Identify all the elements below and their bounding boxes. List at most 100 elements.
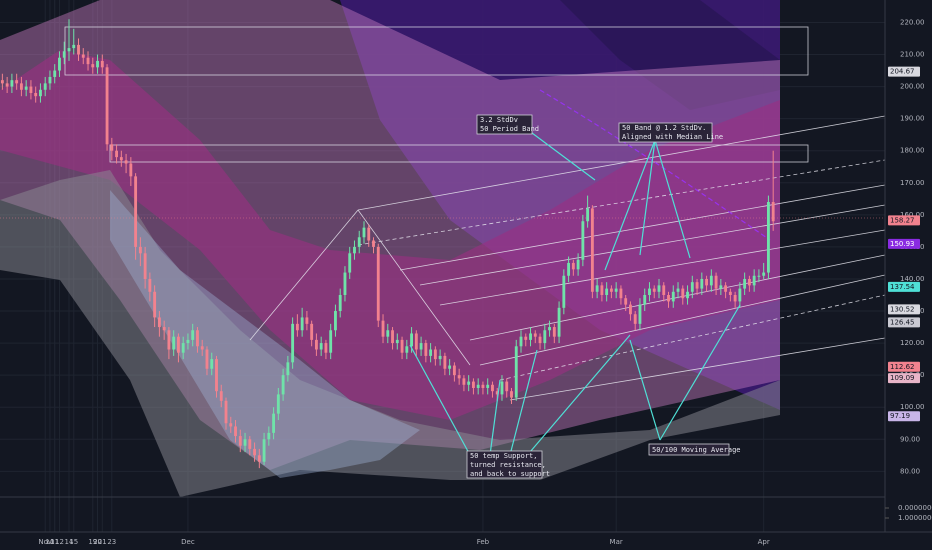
arrow — [654, 139, 691, 259]
candle-body — [96, 60, 99, 68]
candle-body — [676, 288, 680, 292]
candle-body — [529, 333, 532, 340]
candle-body — [557, 307, 561, 337]
x-tick-label: 20 — [93, 538, 102, 546]
candle-body — [652, 288, 656, 292]
price-label-box — [888, 317, 920, 328]
candle-body — [681, 288, 685, 299]
candle-body — [29, 86, 33, 93]
y-tick-label: 190.00 — [900, 115, 925, 123]
arrows — [409, 129, 741, 456]
candle-body — [181, 343, 185, 353]
price-label-box — [888, 281, 920, 292]
arrow — [629, 339, 661, 441]
candle-body — [367, 227, 371, 241]
price-label: 112.62 — [890, 363, 915, 371]
candle-body — [519, 336, 523, 347]
candle-body — [581, 221, 585, 260]
x-tick-label: Nov — [38, 538, 52, 546]
channel-line — [419, 204, 886, 286]
candle-body — [638, 304, 642, 324]
candle-body — [314, 339, 318, 350]
candle-body — [491, 384, 494, 392]
bands — [0, 0, 780, 497]
candle-body — [262, 439, 266, 462]
arrow — [409, 344, 471, 456]
candle-body — [134, 176, 138, 247]
candle-body — [15, 80, 19, 84]
annotation: 50 Period Band — [480, 125, 539, 133]
candle-body — [495, 391, 499, 395]
candle-body — [472, 381, 475, 388]
x-tick-label: 11 — [50, 538, 59, 546]
candle-body — [210, 359, 214, 369]
candle-body — [500, 381, 504, 395]
candle-body — [34, 92, 38, 97]
candle-body — [624, 298, 628, 305]
channel-line — [357, 209, 471, 366]
annotation-box — [466, 450, 543, 479]
candle-body — [514, 346, 518, 398]
candle-body — [424, 343, 428, 356]
annotations: 3.2 StdDv 50 Period Band 50 Band @ 1.2 S… — [466, 114, 741, 479]
candle-body — [200, 346, 204, 350]
arrow — [529, 334, 631, 453]
candle-body — [67, 48, 71, 52]
price-label: 109.09 — [890, 374, 915, 382]
channel-line — [357, 115, 886, 211]
candle-body — [486, 384, 490, 388]
candle-body — [110, 144, 114, 151]
price-label-box — [888, 215, 920, 226]
candle-body — [291, 323, 295, 363]
candle-body — [633, 314, 637, 324]
candle-body — [747, 278, 751, 286]
candle-body — [571, 262, 575, 270]
candle-body — [243, 439, 247, 446]
y-tick-label: 140.00 — [900, 275, 925, 283]
candle-body — [157, 317, 161, 328]
candle-body — [286, 362, 290, 376]
x-tick-label: 19 — [88, 538, 97, 546]
candle-body — [457, 375, 461, 379]
price-label-box — [888, 361, 920, 372]
candle-body — [609, 288, 613, 292]
candle-body — [162, 327, 166, 331]
candle-body — [743, 278, 747, 289]
x-tick-label: 23 — [107, 538, 116, 546]
candle-body — [229, 423, 233, 427]
candle-body — [353, 246, 356, 254]
candle-body — [324, 343, 328, 353]
arrow — [527, 129, 596, 181]
candle-body — [452, 365, 456, 376]
annotation: and back to support — [470, 470, 550, 478]
candle-body — [381, 320, 385, 337]
price-label: 204.67 — [890, 68, 915, 76]
annotation: Aligned with Median Line — [622, 133, 723, 141]
annotation: 3.2 StdDv — [480, 116, 518, 124]
candle-body — [438, 355, 442, 360]
candle-body — [100, 60, 104, 68]
candle-body — [600, 285, 604, 295]
candle-body — [414, 333, 418, 350]
candle-body — [643, 294, 647, 305]
candle-body — [58, 57, 61, 71]
candle-body — [543, 330, 547, 344]
y-tick-label: 90.00 — [900, 435, 920, 443]
price-label-box — [888, 304, 920, 315]
x-tick-label: Dec — [181, 538, 195, 546]
candle-body — [362, 227, 366, 238]
candle-body — [709, 275, 713, 286]
x-tick-label: 14 — [65, 538, 74, 546]
channel-line — [249, 209, 359, 341]
x-tick-label: Feb — [477, 538, 490, 546]
candle-body — [433, 349, 437, 360]
candle-body — [19, 83, 23, 90]
channel-line — [509, 337, 886, 401]
band — [0, 50, 780, 420]
candle-body — [586, 208, 590, 222]
candle-body — [196, 330, 199, 347]
candle-body — [538, 336, 542, 344]
candle-body — [172, 336, 176, 350]
candle-body — [267, 432, 271, 440]
zone — [64, 26, 809, 76]
